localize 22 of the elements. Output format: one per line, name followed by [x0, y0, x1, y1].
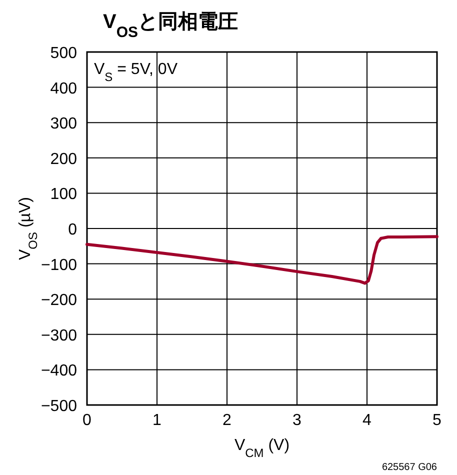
y-tick-label: −200 — [40, 292, 78, 310]
x-tick-label: 1 — [152, 412, 162, 429]
y-tick-label: −400 — [40, 362, 78, 380]
x-tick-label: 2 — [222, 412, 232, 429]
x-axis-title: V$_{CM}$ (V) — [234, 437, 290, 460]
x-tick-label: 4 — [362, 412, 372, 429]
y-tick-label: 200 — [50, 150, 78, 168]
y-tick-label: 0 — [68, 222, 78, 238]
annotation: V$_{S}$ = 5V, 0V — [94, 61, 178, 84]
x-tick-label: 5 — [432, 412, 442, 429]
x-tick-label: 0 — [82, 412, 92, 429]
y-tick-label: −300 — [40, 327, 78, 344]
chart-title: V$_{OS}$と同相電圧 — [103, 11, 238, 40]
y-tick-label: −100 — [40, 256, 78, 274]
text: 625567 G06 — [382, 462, 438, 473]
y-tick-label: 100 — [50, 186, 78, 204]
x-tick-label: 3 — [292, 412, 302, 429]
y-tick-label: 500 — [50, 45, 78, 62]
y-tick-label: 300 — [50, 116, 78, 133]
y-tick-label: 400 — [50, 80, 78, 98]
line-series — [86, 235, 438, 285]
y-tick-label: −500 — [40, 398, 78, 415]
